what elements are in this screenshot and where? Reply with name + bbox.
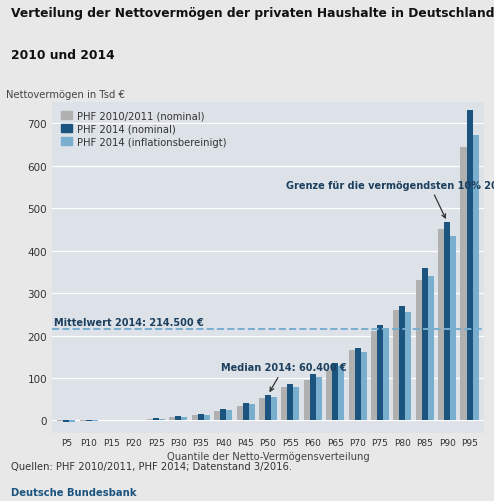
X-axis label: Quantile der Netto-Vermögensverteilung: Quantile der Netto-Vermögensverteilung — [166, 451, 370, 461]
Bar — [415, 281, 422, 421]
Bar — [361, 352, 367, 421]
Bar — [316, 377, 322, 421]
Bar — [338, 366, 344, 421]
Bar — [399, 306, 406, 421]
Bar — [237, 406, 243, 421]
Bar — [70, 421, 76, 422]
Bar — [438, 230, 444, 421]
Bar — [175, 416, 181, 421]
Bar — [281, 387, 288, 421]
Bar — [450, 236, 456, 421]
Bar — [422, 269, 428, 421]
Bar — [473, 136, 479, 421]
Bar — [406, 313, 412, 421]
Bar — [259, 399, 265, 421]
Text: Deutsche Bundesbank: Deutsche Bundesbank — [11, 487, 136, 497]
Bar — [204, 415, 210, 421]
Bar — [460, 147, 466, 421]
Text: Quellen: PHF 2010/2011, PHF 2014; Datenstand 3/2016.: Quellen: PHF 2010/2011, PHF 2014; Datens… — [11, 461, 292, 471]
Bar — [137, 420, 143, 421]
Bar — [288, 385, 293, 421]
Text: Mittelwert 2014: 214.500 €: Mittelwert 2014: 214.500 € — [54, 317, 204, 327]
Bar — [214, 411, 220, 421]
Bar — [371, 332, 377, 421]
Bar — [265, 395, 271, 421]
Bar — [198, 414, 204, 421]
Bar — [466, 111, 473, 421]
Legend: PHF 2010/2011 (nominal), PHF 2014 (nominal), PHF 2014 (inflationsbereinigt): PHF 2010/2011 (nominal), PHF 2014 (nomin… — [57, 108, 230, 152]
Bar — [444, 222, 450, 421]
Text: Grenze für die vermögendsten 10% 2014: 468.000 €: Grenze für die vermögendsten 10% 2014: 4… — [286, 180, 494, 218]
Bar — [348, 351, 355, 421]
Bar — [63, 421, 70, 422]
Text: Verteilung der Nettovermögen der privaten Haushalte in Deutschland:: Verteilung der Nettovermögen der private… — [11, 7, 494, 20]
Bar — [130, 420, 137, 421]
Text: 2010 und 2014: 2010 und 2014 — [11, 49, 115, 62]
Bar — [220, 409, 226, 421]
Bar — [428, 277, 434, 421]
Bar — [248, 404, 255, 421]
Bar — [393, 311, 399, 421]
Bar — [377, 325, 383, 421]
Bar — [192, 415, 198, 421]
Bar — [332, 363, 338, 421]
Bar — [147, 419, 153, 421]
Bar — [310, 374, 316, 421]
Bar — [243, 403, 248, 421]
Bar — [153, 418, 159, 421]
Bar — [271, 397, 277, 421]
Bar — [326, 370, 332, 421]
Bar — [169, 417, 175, 421]
Bar — [383, 330, 389, 421]
Bar — [355, 349, 361, 421]
Text: Median 2014: 60.400 €: Median 2014: 60.400 € — [221, 363, 347, 391]
Bar — [181, 417, 188, 421]
Bar — [159, 419, 165, 421]
Text: Nettovermögen in Tsd €: Nettovermögen in Tsd € — [6, 89, 125, 99]
Bar — [226, 410, 232, 421]
Bar — [304, 380, 310, 421]
Bar — [293, 387, 299, 421]
